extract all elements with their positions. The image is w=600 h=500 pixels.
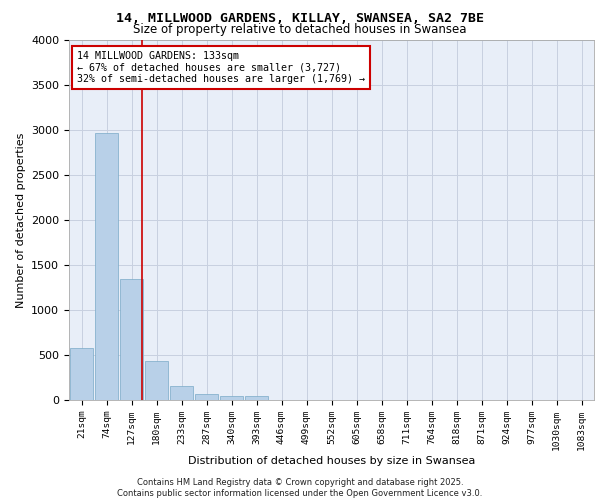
Bar [195, 394, 218, 400]
Y-axis label: Number of detached properties: Number of detached properties [16, 132, 26, 308]
Text: 14 MILLWOOD GARDENS: 133sqm
← 67% of detached houses are smaller (3,727)
32% of : 14 MILLWOOD GARDENS: 133sqm ← 67% of det… [77, 51, 365, 84]
Bar [220, 396, 243, 400]
Bar [70, 348, 93, 400]
Bar [170, 386, 193, 400]
Bar [95, 132, 118, 400]
Bar [245, 396, 268, 400]
Text: Size of property relative to detached houses in Swansea: Size of property relative to detached ho… [133, 22, 467, 36]
Bar [145, 362, 168, 400]
Text: 14, MILLWOOD GARDENS, KILLAY, SWANSEA, SA2 7BE: 14, MILLWOOD GARDENS, KILLAY, SWANSEA, S… [116, 12, 484, 24]
Bar [120, 280, 143, 400]
X-axis label: Distribution of detached houses by size in Swansea: Distribution of detached houses by size … [188, 456, 475, 466]
Text: Contains HM Land Registry data © Crown copyright and database right 2025.
Contai: Contains HM Land Registry data © Crown c… [118, 478, 482, 498]
